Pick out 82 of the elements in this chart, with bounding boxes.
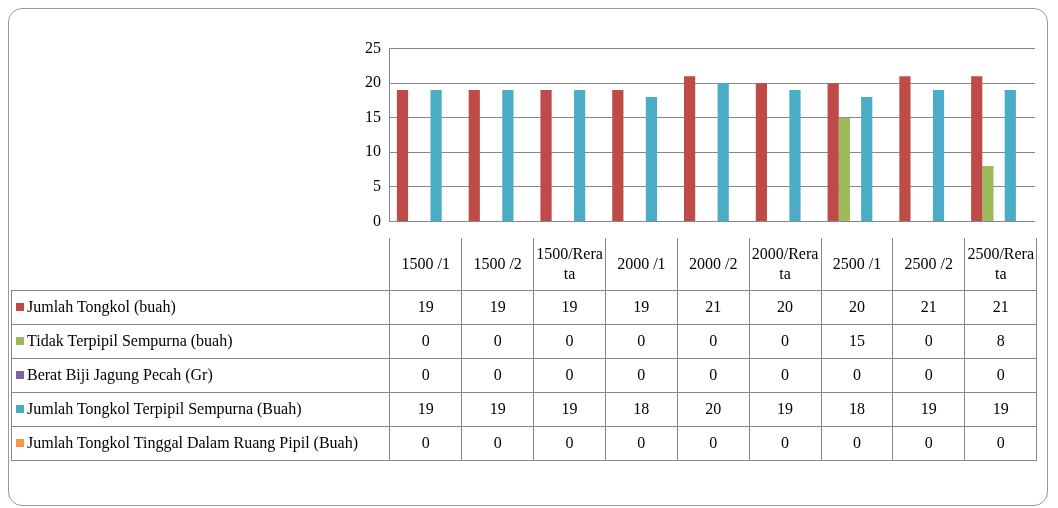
data-label: 19 [533, 392, 606, 426]
bar [755, 83, 767, 221]
data-label: 0 [749, 426, 822, 460]
y-tick-label: 10 [365, 142, 381, 160]
bar [838, 117, 850, 221]
legend-label: Tidak Terpipil Sempurna (buah) [27, 331, 234, 351]
data-label: 0 [461, 324, 534, 358]
y-tick-label: 25 [365, 38, 381, 56]
data-label: 21 [892, 290, 965, 324]
data-label: 0 [533, 324, 606, 358]
data-label: 0 [461, 358, 534, 392]
bar [540, 90, 552, 221]
bar [502, 90, 514, 221]
legend-label: Jumlah Tongkol (buah) [27, 297, 177, 317]
bar [468, 90, 480, 221]
x-tick-label: 2000 /1 [605, 238, 678, 290]
y-tick-label: 5 [373, 177, 381, 195]
data-label: 0 [821, 358, 893, 392]
data-label: 19 [389, 392, 462, 426]
data-label: 0 [677, 426, 750, 460]
data-label: 19 [461, 392, 534, 426]
y-tick-label: 15 [365, 107, 381, 125]
bar [899, 76, 911, 221]
bar [971, 76, 983, 221]
x-tick-label: 2500/Rerata [964, 238, 1037, 290]
bar [1004, 90, 1016, 221]
legend-label: Berat Biji Jagung Pecah (Gr) [27, 365, 214, 385]
bar [612, 90, 624, 221]
data-label: 15 [821, 324, 893, 358]
data-label: 8 [964, 324, 1037, 358]
x-tick-label: 1500 /2 [461, 238, 534, 290]
data-label: 0 [821, 426, 893, 460]
data-label: 19 [892, 392, 965, 426]
legend-label: Jumlah Tongkol Tinggal Dalam Ruang Pipil (Buah) [27, 433, 360, 453]
data-label: 20 [749, 290, 822, 324]
bar [932, 90, 945, 221]
data-label: 0 [964, 358, 1037, 392]
bar [861, 96, 873, 221]
x-tick-label: 1500/Rerata [533, 238, 606, 290]
x-tick-label: 2000/Rerata [749, 238, 822, 290]
data-label: 0 [892, 426, 965, 460]
data-label: 0 [749, 358, 822, 392]
data-label: 0 [892, 324, 965, 358]
x-tick-label: 2500 /2 [892, 238, 965, 290]
data-label: 19 [605, 290, 678, 324]
x-tick-label: 1500 /1 [389, 238, 462, 290]
bar [574, 90, 586, 221]
bar [982, 166, 994, 221]
bar [645, 96, 658, 221]
bar [717, 83, 729, 221]
data-label: 19 [964, 392, 1037, 426]
data-label: 0 [964, 426, 1037, 460]
data-label: 0 [749, 324, 822, 358]
data-label: 0 [677, 358, 750, 392]
bar [684, 76, 696, 221]
data-label: 19 [533, 290, 606, 324]
data-label: 18 [605, 392, 678, 426]
y-tick-label: 20 [365, 73, 381, 91]
data-label: 0 [461, 426, 534, 460]
data-label: 21 [677, 290, 750, 324]
data-label: 0 [533, 358, 606, 392]
x-tick-label: 2500 /1 [821, 238, 893, 290]
data-label: 19 [461, 290, 534, 324]
bar [430, 90, 442, 221]
data-label: 21 [964, 290, 1037, 324]
bar [396, 90, 409, 221]
data-label: 0 [605, 358, 678, 392]
data-label: 20 [821, 290, 893, 324]
data-label: 0 [605, 324, 678, 358]
bar [827, 83, 839, 221]
x-tick-label: 2000 /2 [677, 238, 750, 290]
data-label: 0 [892, 358, 965, 392]
data-label: 20 [677, 392, 750, 426]
data-label: 19 [749, 392, 822, 426]
data-label: 19 [389, 290, 462, 324]
data-label: 0 [605, 426, 678, 460]
bar [789, 90, 801, 221]
data-label: 0 [677, 324, 750, 358]
legend-label: Jumlah Tongkol Terpipil Sempurna (Buah) [27, 399, 303, 419]
data-label: 18 [821, 392, 893, 426]
y-tick-label: 0 [373, 211, 381, 229]
data-label: 0 [533, 426, 606, 460]
